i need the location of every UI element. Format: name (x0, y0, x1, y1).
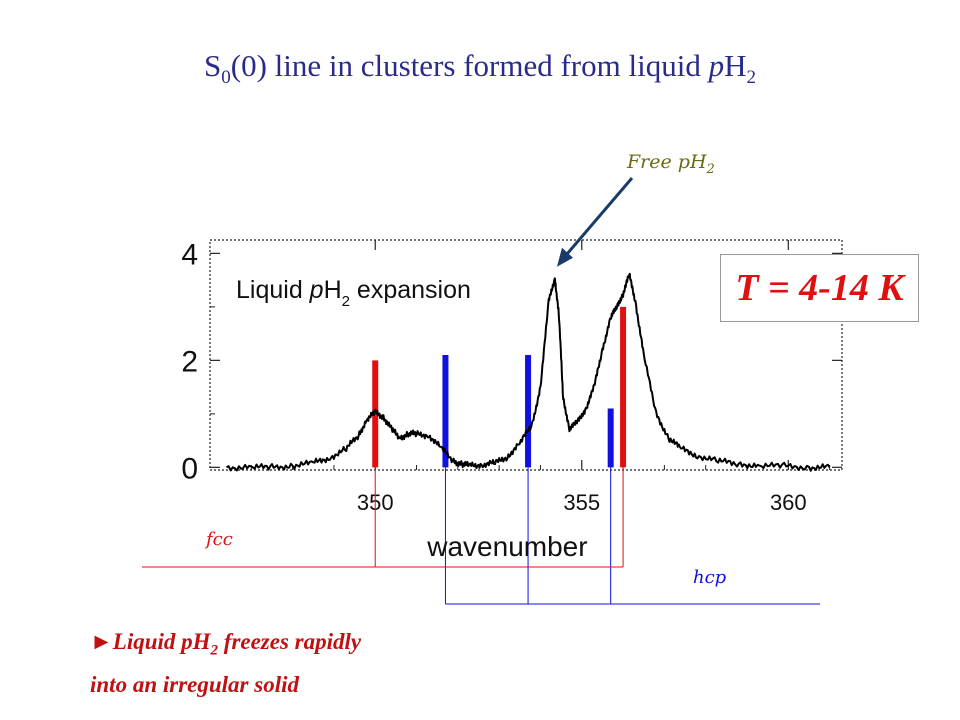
free-ph2-label: Free pH2 (626, 151, 715, 177)
conclusion-line-1: ►Liquid pH2 freezes rapidly (90, 629, 362, 659)
conclusion-text: ►Liquid pH2 freezes rapidly into an irre… (90, 625, 361, 702)
x-tick-label: 360 (770, 490, 807, 515)
hcp-label: hcp (693, 567, 727, 588)
free-ph2-arrow (561, 177, 634, 260)
fcc-label: fcc (204, 529, 233, 550)
temperature-box: T = 4-14 K (720, 254, 919, 322)
plot-annotation: Liquid pH2 expansion (236, 276, 471, 310)
x-tick-label: 355 (563, 490, 600, 515)
spectrum-line (226, 272, 831, 472)
y-tick-label: 2 (181, 345, 198, 378)
y-tick-label: 0 (181, 452, 198, 485)
y-tick-label: 4 (181, 238, 198, 271)
free-ph2-arrowhead (556, 247, 573, 267)
x-axis-label: wavenumber (426, 531, 587, 562)
plot-frame (209, 239, 843, 471)
slide-title: S0(0) line in clusters formed from liqui… (204, 48, 756, 89)
conclusion-line-2: into an irregular solid (90, 671, 299, 697)
